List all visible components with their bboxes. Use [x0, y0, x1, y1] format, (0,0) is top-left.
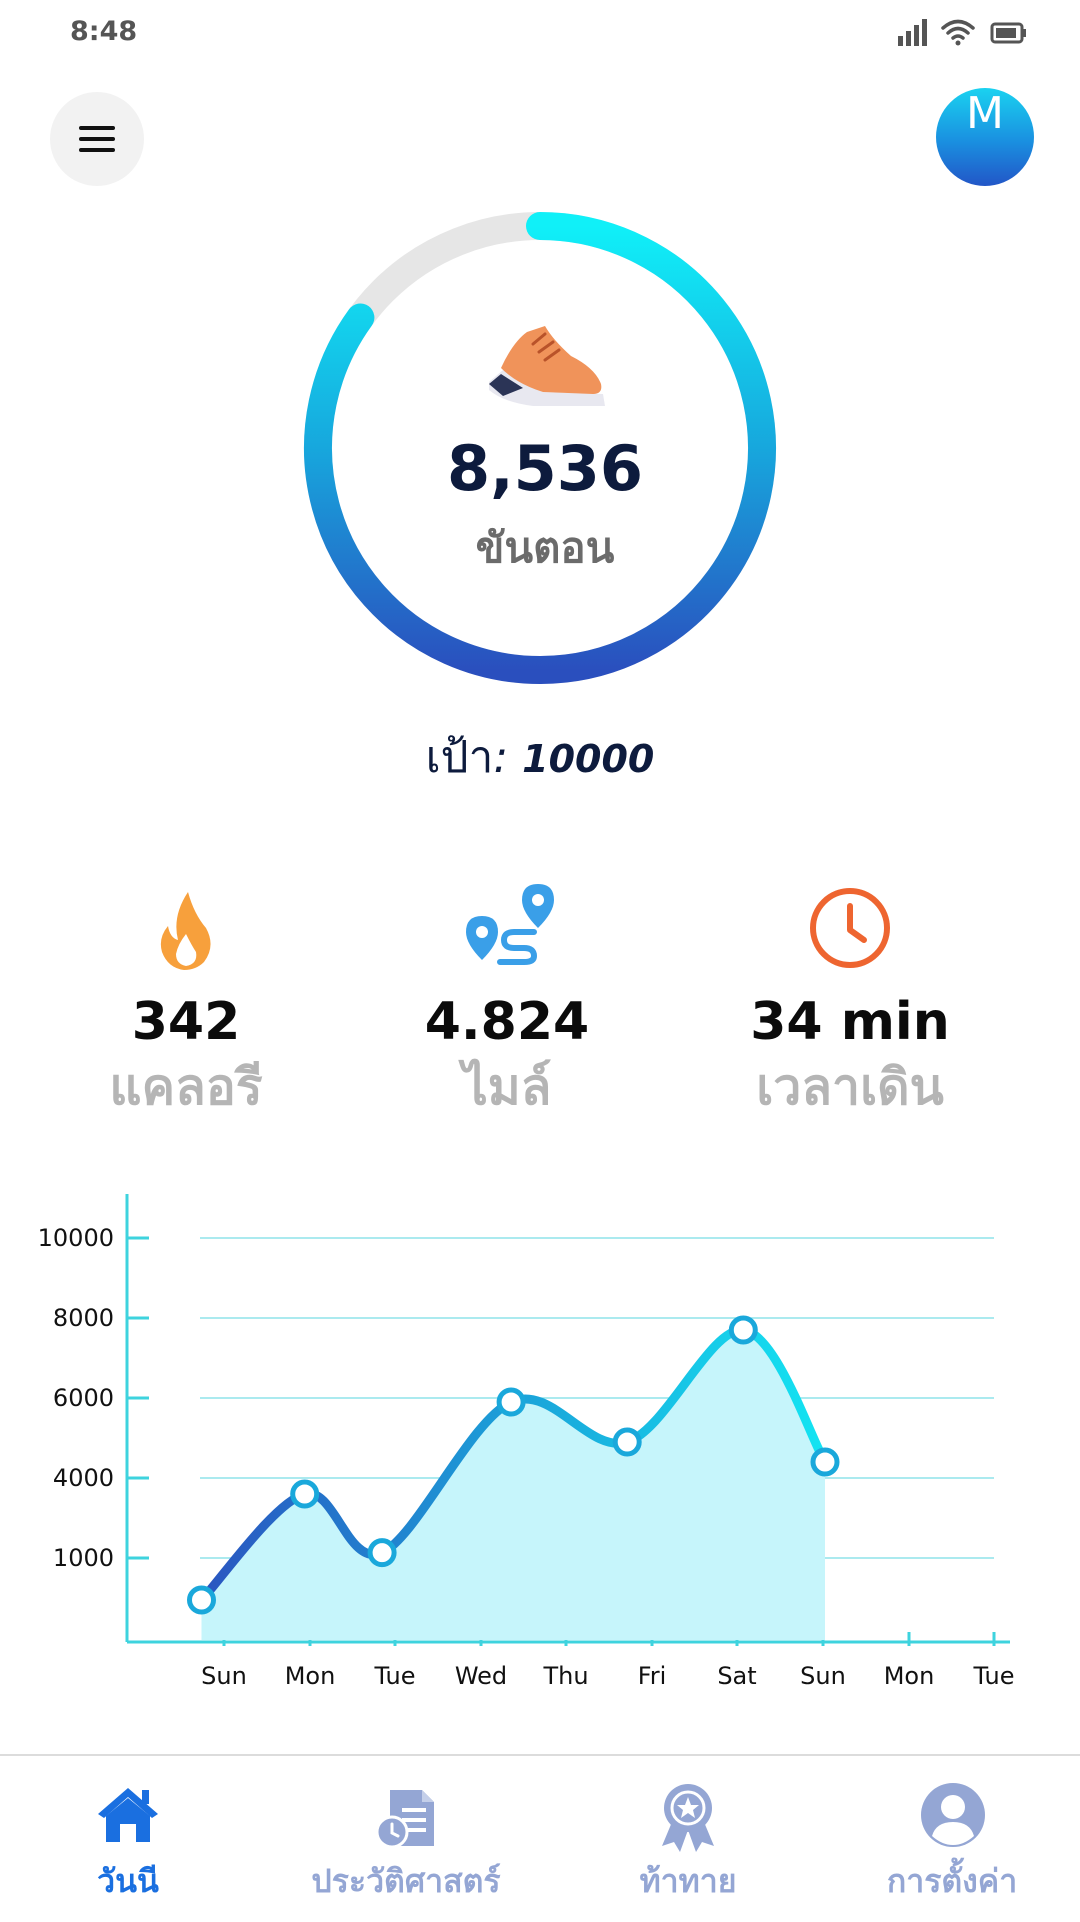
walk-time-value: 34 min: [750, 992, 950, 1052]
nav-label-settings: การตั้งค่า: [886, 1862, 1018, 1900]
goal-value: 10000: [522, 737, 655, 781]
steps-label: ขันตอน: [475, 523, 615, 572]
shoe-icon: [489, 326, 605, 406]
distance-value: 4.824: [424, 992, 590, 1052]
walk-time-label: เวลาเดิน: [756, 1058, 944, 1116]
flame-icon: [160, 892, 211, 970]
calories-label: แคลอรี: [109, 1058, 263, 1116]
clock-icon: [810, 888, 890, 968]
x-tick-label: Mon: [285, 1662, 336, 1690]
hamburger-icon-line: [79, 148, 115, 152]
x-tick-label: Sat: [717, 1662, 756, 1690]
chart-point: [810, 1447, 840, 1477]
battery-icon: [990, 22, 1026, 44]
nav-challenge[interactable]: ท้าทาย: [568, 1756, 808, 1922]
signal-icon: [898, 19, 927, 46]
hamburger-icon-line: [79, 137, 115, 141]
nav-label-today: วันนี: [97, 1862, 159, 1900]
y-tick-label: 1000: [53, 1544, 114, 1572]
chart-point: [187, 1585, 216, 1615]
x-tick-label: Sun: [201, 1662, 247, 1690]
x-tick-label: Fri: [638, 1662, 667, 1690]
nav-settings[interactable]: การตั้งค่า: [832, 1756, 1072, 1922]
nav-today[interactable]: วันนี: [8, 1756, 248, 1922]
avatar[interactable]: M: [936, 88, 1034, 186]
y-tick-label: 6000: [53, 1384, 114, 1412]
nav-label-challenge: ท้าทาย: [639, 1862, 737, 1900]
x-tick-label: Tue: [374, 1662, 416, 1690]
goal: เป้า: 10000: [300, 722, 780, 792]
x-tick-label: Sun: [800, 1662, 846, 1690]
chart-point: [728, 1315, 758, 1345]
status-bar: 8:48: [0, 0, 1080, 64]
y-tick-label: 10000: [38, 1224, 114, 1252]
home-icon: [98, 1788, 158, 1842]
calories-value: 342: [131, 992, 241, 1052]
y-tick-label: 8000: [53, 1304, 114, 1332]
ring-progress-arc: [304, 212, 776, 684]
steps-progress-ring: [304, 212, 776, 684]
chart-point: [496, 1387, 526, 1417]
y-tick-label: 4000: [53, 1464, 114, 1492]
x-tick-label: Wed: [455, 1662, 507, 1690]
menu-button[interactable]: [50, 92, 144, 186]
distance-label: ไมล์: [462, 1058, 552, 1116]
x-tick-label: Thu: [542, 1662, 588, 1690]
status-icons: [898, 19, 1026, 46]
chart-point: [367, 1538, 397, 1568]
nav-label-history: ประวัติศาสตร์: [311, 1862, 501, 1900]
profile-icon: [921, 1783, 985, 1847]
x-tick-label: Tue: [973, 1662, 1015, 1690]
steps-count: 8,536: [446, 432, 644, 505]
x-tick-label: Mon: [884, 1662, 935, 1690]
history-document-icon: [375, 1790, 434, 1849]
chart-point: [612, 1427, 642, 1457]
goal-separator: :: [493, 732, 509, 783]
route-map-pin-icon: [466, 884, 554, 965]
bottom-nav: วันนี ประวัติศาสตร์ ท้าทาย การตั้งค: [0, 1754, 1080, 1922]
wifi-icon: [941, 19, 975, 46]
chart-point: [290, 1479, 320, 1509]
award-badge-icon: [662, 1784, 714, 1852]
steps-chart: 10000 8000 6000 4000 1000 Sun Mon Tue Wed Thu Fri S…: [38, 1194, 1015, 1690]
status-time: 8:48: [70, 16, 138, 47]
nav-history[interactable]: ประวัติศาสตร์: [286, 1756, 526, 1922]
goal-label: เป้า: [425, 732, 494, 783]
hamburger-icon-line: [79, 126, 115, 130]
